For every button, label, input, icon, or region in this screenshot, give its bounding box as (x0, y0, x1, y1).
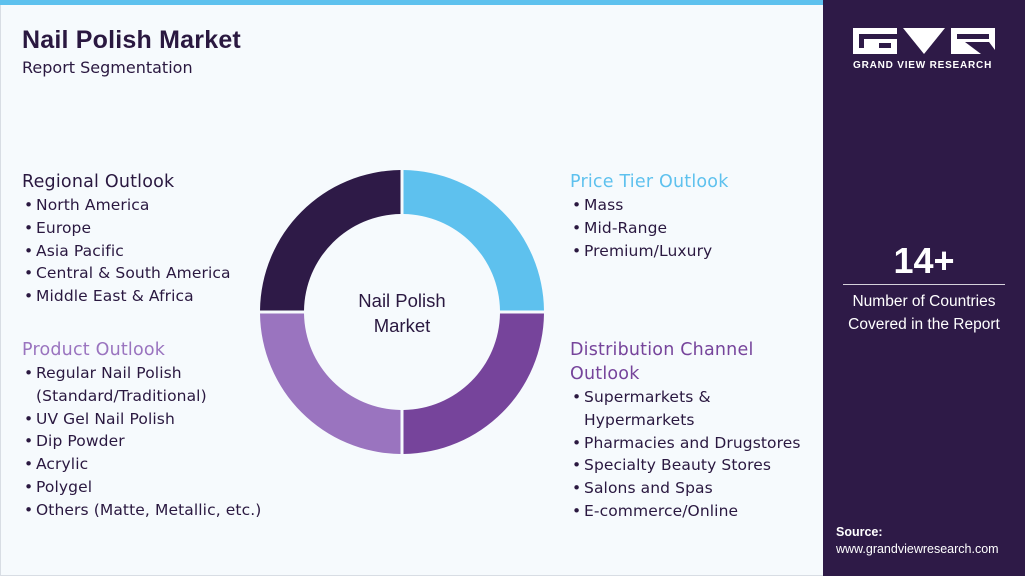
list-item: Europe (22, 217, 231, 240)
list-item: Dip Powder (22, 430, 261, 453)
sidebar (823, 0, 1025, 576)
donut-quadrant-regional (260, 170, 401, 311)
list-item: Pharmacies and Drugstores (570, 432, 801, 455)
segment-distribution: Distribution Channel Outlook Supermarket… (570, 338, 801, 523)
segment-price-tier-title: Price Tier Outlook (570, 172, 729, 192)
page-subtitle: Report Segmentation (22, 58, 193, 77)
list-item: Premium/Luxury (570, 240, 729, 263)
page-title: Nail Polish Market (22, 26, 241, 54)
stat-value: 14+ (893, 240, 955, 281)
stat-divider (843, 284, 1005, 285)
segment-price-tier: Price Tier Outlook Mass Mid-Range Premiu… (570, 170, 729, 262)
list-item: Others (Matte, Metallic, etc.) (22, 499, 261, 522)
segment-distribution-list: Supermarkets &Hypermarkets Pharmacies an… (570, 386, 801, 523)
segment-regional-list: North America Europe Asia Pacific Centra… (22, 194, 231, 308)
segment-product-title: Product Outlook (22, 340, 166, 360)
list-item: Mass (570, 194, 729, 217)
segment-product: Product Outlook Regular Nail Polish(Stan… (22, 338, 261, 522)
stat-label: Number of Countries Covered in the Repor… (848, 293, 1000, 333)
logo-text: GRAND VIEW RESEARCH (853, 60, 993, 71)
gvr-logo-icon (853, 28, 995, 54)
donut-center-label: Nail Polish Market (358, 290, 446, 336)
accent-bar (0, 0, 823, 5)
list-item: Middle East & Africa (22, 285, 231, 308)
list-item: Mid-Range (570, 217, 729, 240)
list-item: UV Gel Nail Polish (22, 408, 261, 431)
segment-regional-title: Regional Outlook (22, 172, 175, 192)
list-item: Polygel (22, 476, 261, 499)
list-item: Acrylic (22, 453, 261, 476)
list-item: E-commerce/Online (570, 500, 801, 523)
list-item: Supermarkets &Hypermarkets (570, 386, 801, 432)
donut-quadrant-distribution (403, 313, 544, 454)
segment-product-list: Regular Nail Polish(Standard/Traditional… (22, 362, 261, 522)
source-url: www.grandviewresearch.com (836, 542, 999, 556)
list-item: Specialty Beauty Stores (570, 454, 801, 477)
donut-quadrant-product (260, 313, 401, 454)
list-item: Regular Nail Polish(Standard/Traditional… (22, 362, 261, 408)
list-item: Central & South America (22, 262, 231, 285)
segment-distribution-title: Distribution Channel Outlook (570, 340, 754, 384)
list-item: North America (22, 194, 231, 217)
segmentation-donut (260, 170, 544, 454)
list-item: Salons and Spas (570, 477, 801, 500)
donut-quadrant-price (403, 170, 544, 311)
source-title: Source: (836, 525, 883, 539)
segment-regional: Regional Outlook North America Europe As… (22, 170, 231, 308)
segment-price-tier-list: Mass Mid-Range Premium/Luxury (570, 194, 729, 262)
list-item: Asia Pacific (22, 240, 231, 263)
